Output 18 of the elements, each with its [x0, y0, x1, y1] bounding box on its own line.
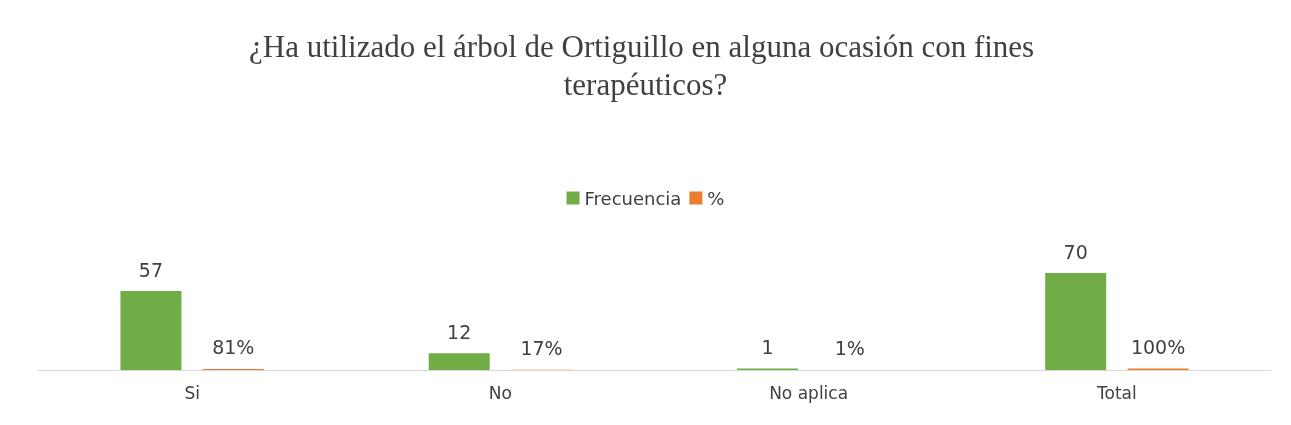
- data-label: 1: [761, 336, 774, 359]
- data-label: 1%: [834, 337, 865, 360]
- chart-title: ¿Ha utilizado el árbol de Ortiguillo en alguna ocasión con fines terapéuticos?: [249, 28, 1042, 102]
- x-tick-label: Total: [1096, 382, 1137, 403]
- x-tick-label: Si: [184, 382, 200, 403]
- legend-label: %: [707, 187, 725, 209]
- data-label: 100%: [1130, 336, 1186, 359]
- data-label: 12: [447, 320, 472, 343]
- data-label: 57: [138, 258, 164, 281]
- bar: [120, 291, 182, 370]
- x-tick-label: No: [488, 382, 512, 403]
- x-tick-label: No aplica: [769, 382, 849, 403]
- data-label: 81%: [212, 336, 255, 359]
- data-label: 70: [1063, 240, 1088, 263]
- bar: [428, 353, 490, 370]
- data-label: 17%: [520, 337, 563, 360]
- bar: [1045, 273, 1107, 370]
- legend-label: Frecuencia: [584, 187, 682, 209]
